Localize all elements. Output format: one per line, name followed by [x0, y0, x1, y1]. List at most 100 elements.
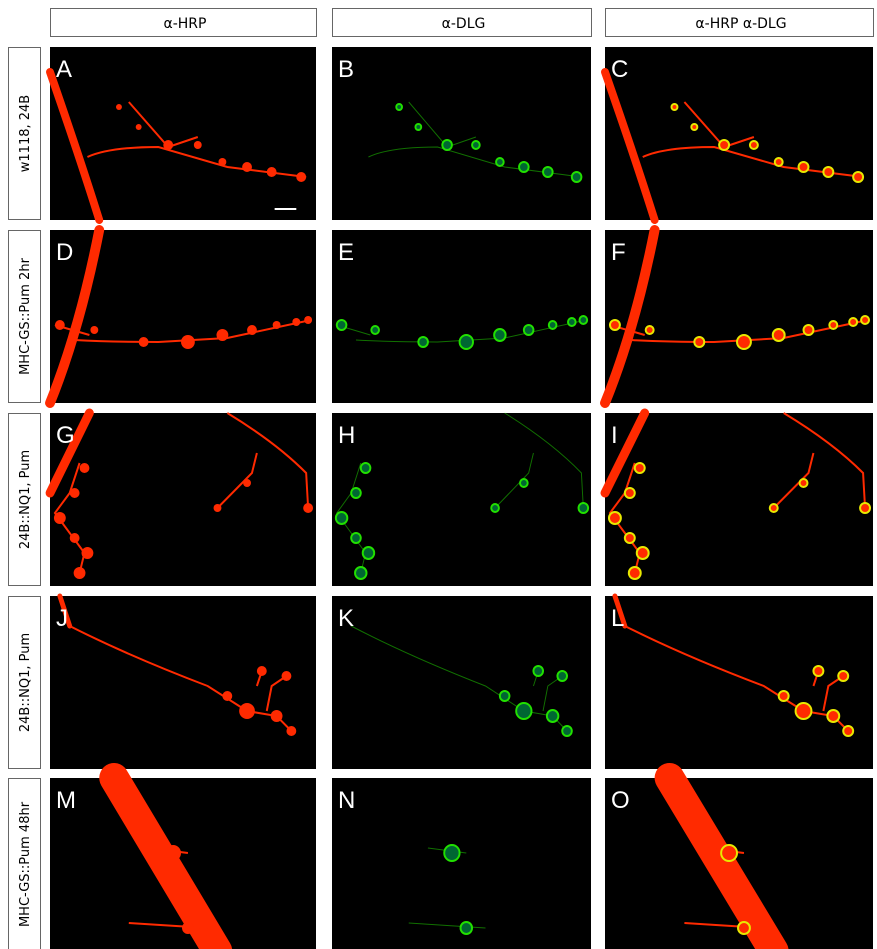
bouton: [802, 324, 815, 336]
nerve: [600, 225, 660, 408]
bouton: [239, 703, 255, 719]
nerve: [46, 68, 104, 224]
bouton: [90, 326, 99, 334]
row-label-box: [8, 413, 41, 586]
bouton: [193, 141, 202, 149]
header-box: [332, 8, 592, 37]
bouton: [561, 725, 573, 737]
panel-letter: G: [56, 422, 75, 449]
panel-image: [654, 763, 789, 949]
bouton: [350, 532, 362, 544]
bouton: [213, 504, 222, 512]
panel-image: [99, 763, 232, 949]
bouton: [842, 725, 855, 737]
bouton: [797, 161, 810, 173]
bouton: [303, 503, 314, 513]
panel-image: [45, 408, 314, 579]
panel: [605, 596, 873, 769]
bouton: [458, 334, 474, 350]
bouton: [165, 845, 182, 861]
bouton: [828, 320, 839, 330]
bouton: [292, 318, 301, 326]
row-label: 24B::NQ1, Pum: [18, 450, 33, 549]
bouton: [498, 690, 511, 702]
panel-image: [335, 315, 589, 350]
panel-letter: F: [611, 239, 626, 266]
bouton: [748, 140, 759, 150]
row-label: MHC-GS::Pum 48hr: [18, 801, 33, 927]
panel-letter: B: [338, 56, 354, 83]
panel-letter: O: [611, 787, 630, 814]
bouton: [281, 671, 292, 681]
column-header: α-HRP α-DLG: [695, 16, 786, 32]
panel-letter: D: [56, 239, 73, 266]
column-header: α-DLG: [442, 16, 486, 32]
bouton: [272, 321, 281, 329]
panel-image: [600, 408, 872, 580]
bouton: [81, 547, 94, 559]
bouton: [79, 463, 90, 473]
bouton: [54, 320, 65, 330]
bouton: [545, 709, 560, 723]
bouton: [736, 334, 752, 350]
bouton: [771, 328, 786, 342]
bouton: [182, 922, 194, 934]
bouton: [532, 665, 544, 677]
bouton: [395, 103, 403, 111]
row-label-box: [8, 596, 41, 769]
header-box: [605, 8, 874, 37]
bouton: [242, 162, 252, 172]
panel-letter: N: [338, 787, 355, 814]
panel-image: [612, 593, 855, 737]
bouton: [135, 124, 142, 130]
row-label: 24B::NQ1, Pum: [18, 633, 33, 732]
bouton: [542, 166, 554, 178]
nerve: [57, 593, 73, 629]
panel-letter: I: [611, 422, 618, 449]
panel-image: [368, 101, 583, 183]
bouton: [414, 123, 423, 131]
panel: [332, 596, 591, 769]
bouton: [441, 139, 453, 151]
bouton: [296, 172, 307, 182]
bouton: [69, 488, 80, 498]
bouton: [354, 566, 368, 580]
bouton: [848, 317, 859, 327]
panel: [50, 596, 316, 769]
bouton: [777, 690, 790, 702]
panel-image: [408, 844, 486, 935]
nerve: [654, 763, 789, 949]
bouton: [304, 316, 313, 324]
bouton: [243, 479, 251, 487]
row-label-box: [8, 778, 41, 949]
bouton: [256, 666, 267, 676]
panel-image: [45, 225, 313, 408]
panel-image: [46, 68, 307, 224]
bouton: [471, 140, 481, 150]
bouton: [515, 702, 533, 720]
bouton: [644, 325, 655, 335]
bouton: [335, 319, 348, 331]
bouton: [519, 478, 529, 488]
panel-letter: H: [338, 422, 355, 449]
bouton: [370, 325, 380, 335]
panel: [50, 778, 316, 949]
bouton: [578, 315, 589, 325]
row-label: w1118, 24B: [18, 95, 33, 172]
panel-letter: J: [56, 605, 68, 632]
panel-image: [350, 625, 573, 737]
bouton: [247, 325, 257, 335]
nerve: [600, 408, 650, 498]
nerve: [612, 593, 628, 629]
bouton: [623, 487, 636, 499]
panel: [605, 47, 873, 220]
bouton: [837, 670, 850, 682]
bouton: [547, 320, 558, 330]
bouton: [720, 844, 739, 862]
bouton: [556, 670, 568, 682]
nerve: [45, 225, 105, 408]
bouton: [718, 139, 731, 151]
bouton: [222, 691, 233, 701]
bouton: [860, 315, 871, 325]
